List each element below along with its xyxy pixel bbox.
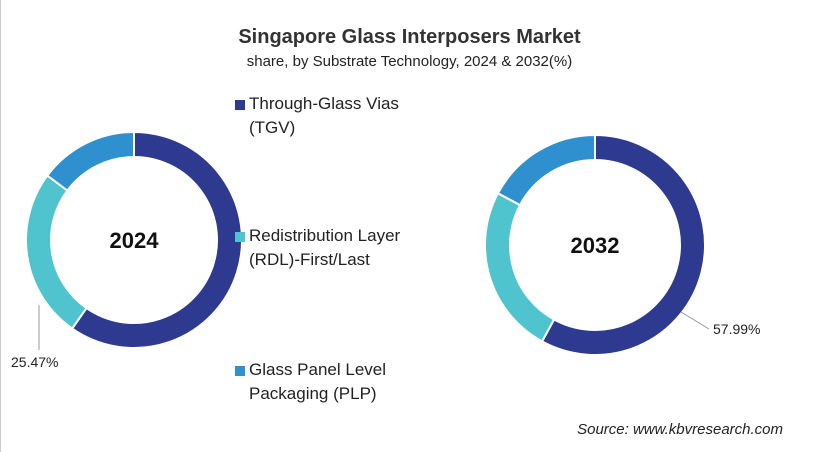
donut-segment-2032-1 [484,191,556,343]
legend-item-tgv: Through-Glass Vias (TGV) [235,92,399,140]
legend-label: (RDL)-First/Last [249,250,370,269]
legend-label: Redistribution Layer [249,226,401,245]
data-label-2024: 25.47% [11,354,58,370]
legend-label: Packaging (PLP) [249,384,377,403]
donut-segment-2032-0 [540,133,706,356]
legend-swatch [235,232,245,242]
legend-swatch [235,366,245,376]
source-note: Source: www.kbvresearch.com [577,421,783,438]
data-label-2032: 57.99% [713,321,760,337]
legend-item-rdl: Redistribution Layer (RDL)-First/Last [235,224,401,272]
chart-title: Singapore Glass Interposers Market [238,26,581,48]
legend-label: Through-Glass Vias [249,94,399,113]
legend-label: (TGV) [249,118,296,137]
year-label-2032: 2032 [571,233,620,258]
donut-segment-2032-2 [496,133,596,207]
year-label-2024: 2024 [110,228,160,253]
donut-segment-2024-0 [70,130,243,349]
donut-segment-2024-1 [25,174,88,330]
legend-swatch [235,100,245,110]
legend-item-plp: Glass Panel Level Packaging (PLP) [235,358,387,406]
donut-segment-2024-2 [45,130,135,192]
legend-label: Glass Panel Level [249,360,387,379]
leader-line [680,311,710,330]
chart-subtitle: share, by Substrate Technology, 2024 & 2… [246,53,573,70]
